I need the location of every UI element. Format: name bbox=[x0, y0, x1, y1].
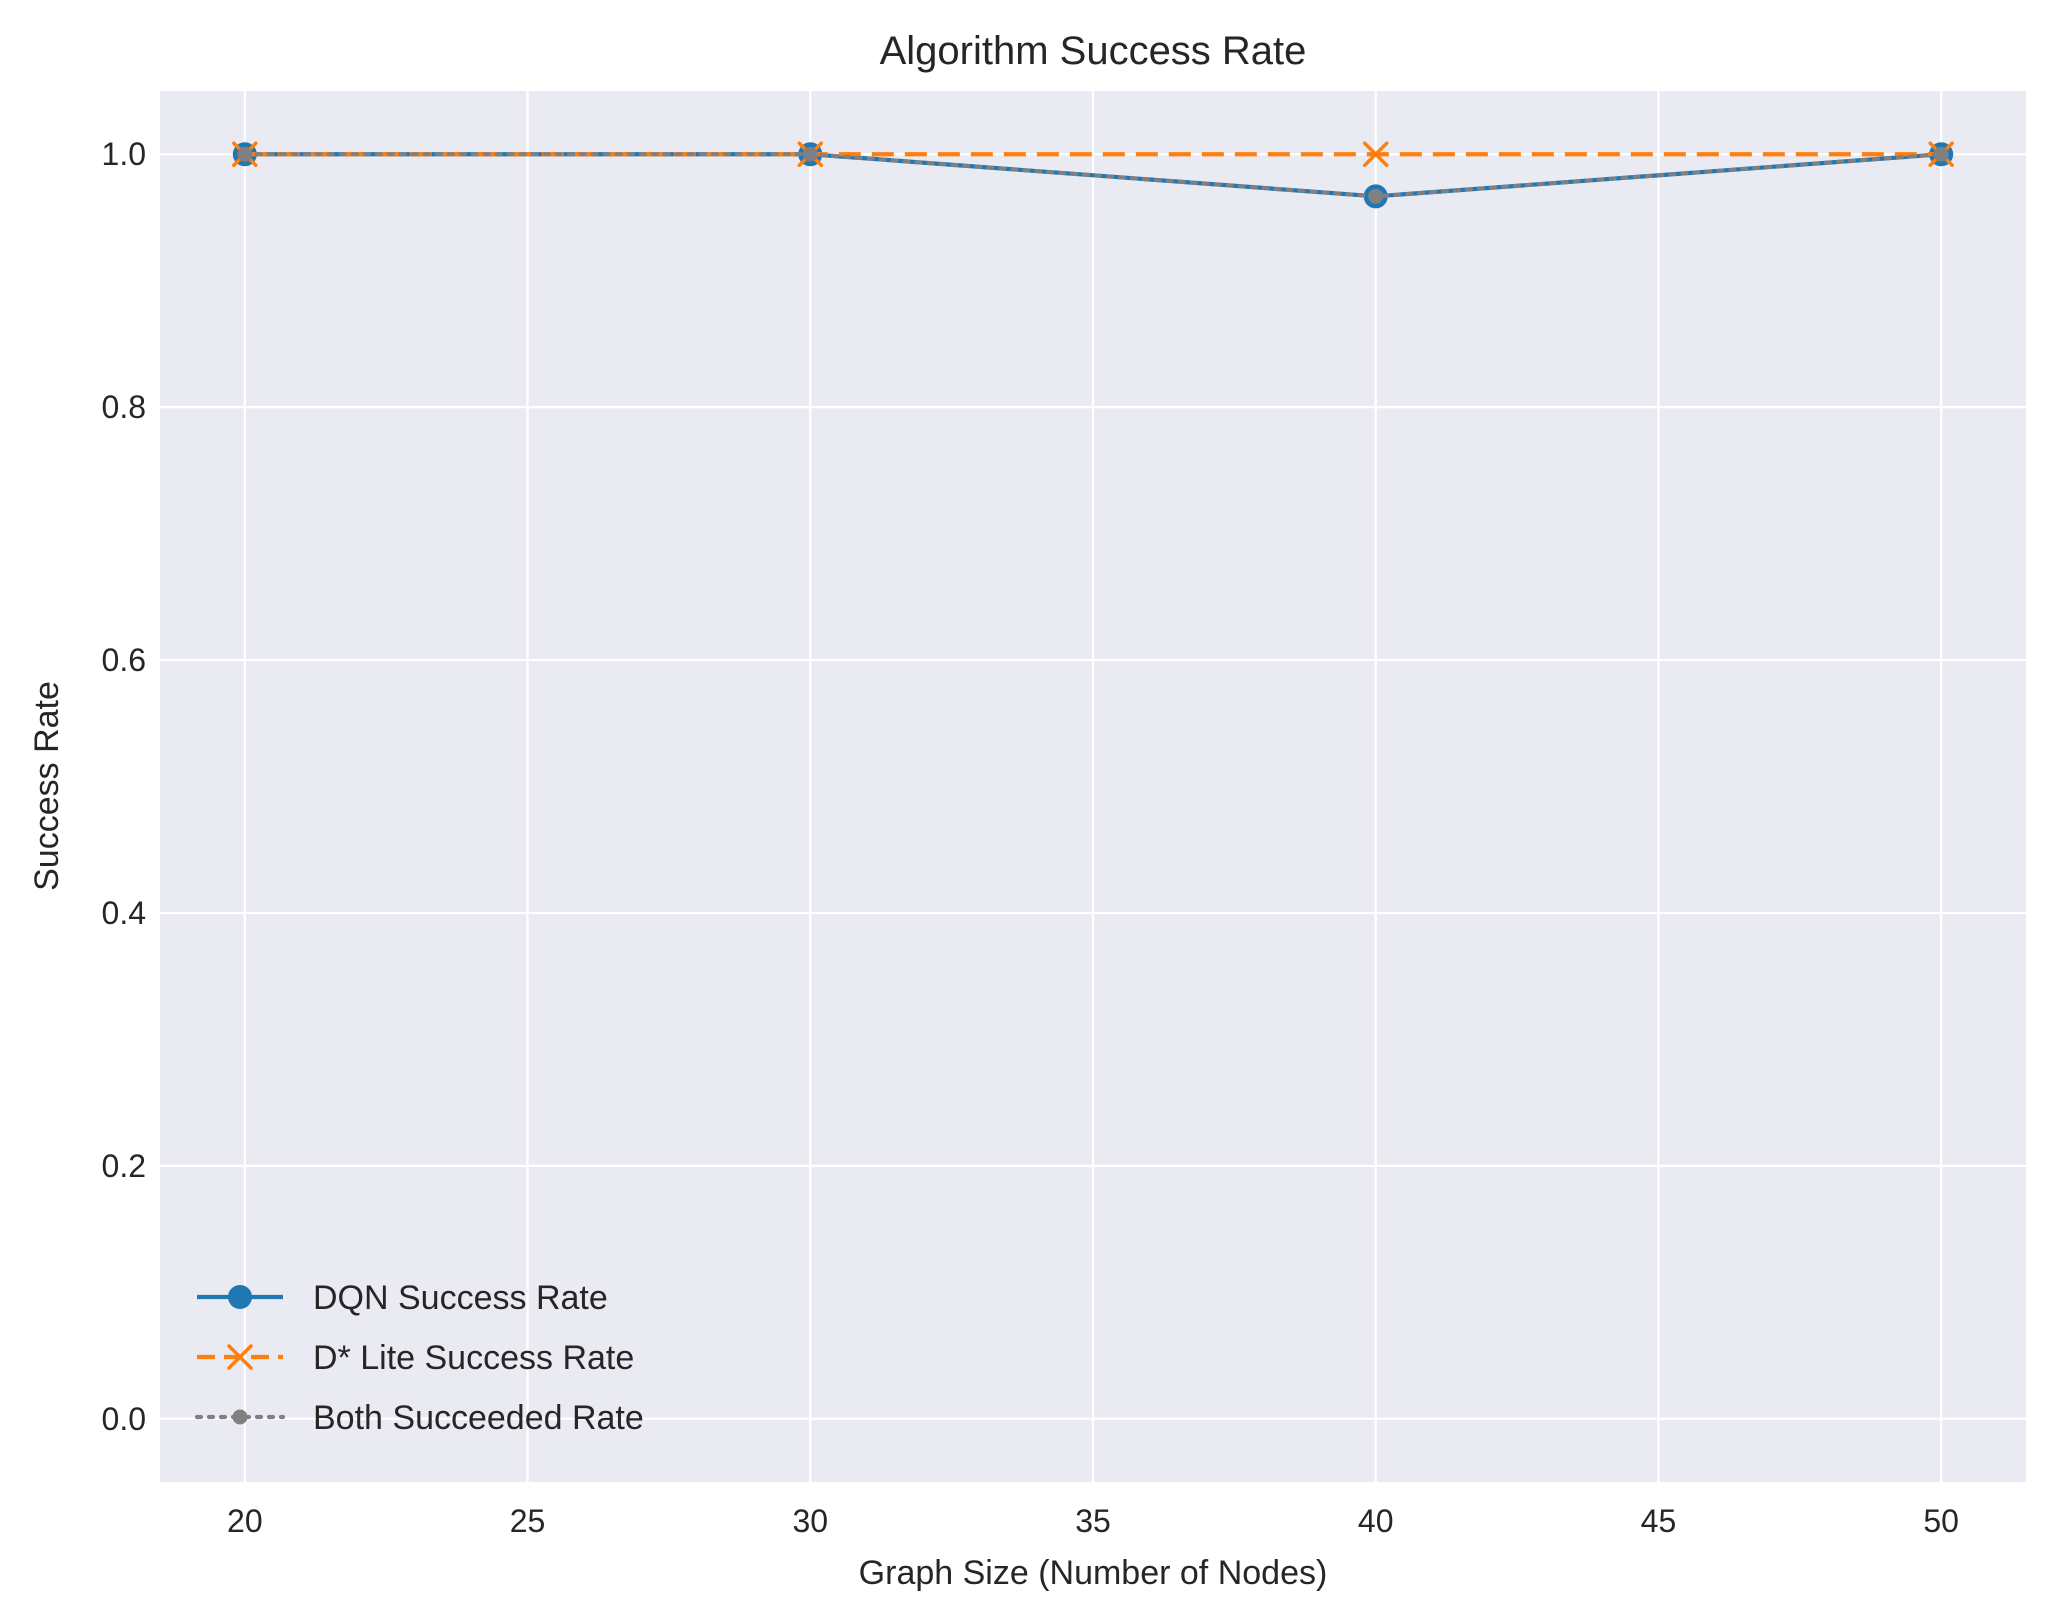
data-point bbox=[1933, 146, 1949, 162]
y-tick-label: 0.4 bbox=[102, 895, 146, 931]
legend-label: D* Lite Success Rate bbox=[313, 1339, 634, 1377]
x-tick-label: 25 bbox=[510, 1503, 546, 1539]
chart-title: Algorithm Success Rate bbox=[880, 29, 1307, 73]
data-point bbox=[237, 146, 253, 162]
legend: DQN Success Rate D* Lite Success Rate Both… bbox=[194, 1279, 644, 1437]
legend-marker bbox=[232, 1409, 248, 1425]
x-tick-label: 20 bbox=[227, 1503, 263, 1539]
y-axis-label: Success Rate bbox=[28, 681, 66, 891]
series-group bbox=[232, 141, 1954, 209]
x-tick-label: 40 bbox=[1358, 1503, 1394, 1539]
x-axis-label: Graph Size (Number of Nodes) bbox=[859, 1554, 1328, 1592]
legend-label: Both Succeeded Rate bbox=[313, 1399, 644, 1437]
x-tick-label: 45 bbox=[1641, 1503, 1677, 1539]
data-point bbox=[1368, 188, 1384, 204]
data-point bbox=[802, 146, 818, 162]
y-tick-label: 0.8 bbox=[102, 389, 146, 425]
legend-marker bbox=[228, 1285, 252, 1309]
legend-entry: DQN Success Rate bbox=[197, 1279, 608, 1317]
series-3 bbox=[237, 146, 1949, 204]
x-tick-label: 50 bbox=[1923, 1503, 1959, 1539]
legend-entry: D* Lite Success Rate bbox=[197, 1339, 634, 1377]
series-line bbox=[242, 152, 1944, 199]
y-tick-label: 1.0 bbox=[102, 136, 146, 172]
y-tick-label: 0.2 bbox=[102, 1148, 146, 1184]
x-tick-label: 30 bbox=[792, 1503, 828, 1539]
series-2 bbox=[232, 141, 1954, 167]
legend-label: DQN Success Rate bbox=[313, 1279, 608, 1317]
data-point bbox=[1362, 141, 1389, 167]
y-tick-label: 0.0 bbox=[102, 1401, 146, 1437]
x-tick-label: 35 bbox=[1075, 1503, 1111, 1539]
y-tick-label: 0.6 bbox=[102, 642, 146, 678]
grid bbox=[160, 91, 2026, 1482]
legend-marker bbox=[227, 1344, 253, 1370]
legend-entry: Both Succeeded Rate bbox=[194, 1399, 644, 1437]
x-marker-stroke bbox=[1362, 141, 1389, 167]
x-marker-stroke bbox=[227, 1344, 253, 1370]
tick-labels: 20 25 30 35 40 45 50 0.0 0.2 0.4 0.6 0.8 1.0 bbox=[102, 136, 1959, 1539]
